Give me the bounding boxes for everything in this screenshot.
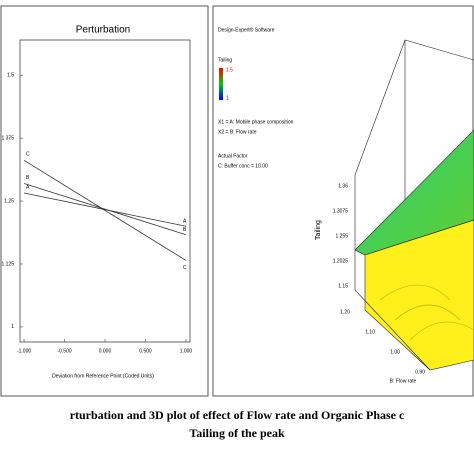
b-tick-label: 1.00 bbox=[390, 349, 400, 355]
x-tick-label: -0.500 bbox=[57, 348, 71, 354]
y-tick-label: 1.375 bbox=[1, 135, 14, 141]
b-tick-label: 1.20 bbox=[340, 309, 350, 315]
y-tick-label: 1 bbox=[11, 324, 14, 330]
y-tick-label: 1.125 bbox=[1, 261, 14, 267]
z-tick-label: 1.36 bbox=[338, 183, 348, 189]
series-label: C bbox=[26, 152, 30, 158]
software: Design-Expert® Software bbox=[218, 26, 275, 33]
z-tick-label: 1.15 bbox=[338, 283, 348, 289]
b-tick-label: 0.90 bbox=[415, 369, 425, 375]
series-line bbox=[23, 183, 187, 236]
factor-c: C: Buffer conc = 10.00 bbox=[218, 163, 268, 169]
series-label: B bbox=[26, 175, 30, 181]
x-tick-label: 1.000 bbox=[180, 348, 193, 354]
left-panel bbox=[0, 5, 209, 397]
y-tick-label: 1.25 bbox=[4, 198, 14, 204]
chart-title: Perturbation bbox=[76, 25, 130, 36]
legend-high: 1.5 bbox=[226, 67, 233, 73]
actual-factor: Actual Factor bbox=[218, 153, 248, 159]
z-tick-label: 1.3075 bbox=[333, 208, 349, 214]
y-tick-label: 1.5 bbox=[7, 73, 14, 79]
color-legend bbox=[219, 68, 223, 100]
series-line bbox=[23, 192, 187, 227]
x-tick-label: -1.000 bbox=[17, 348, 31, 354]
z-tick-label: 1.255 bbox=[335, 233, 348, 239]
x-tick-label: 0.000 bbox=[99, 348, 112, 354]
series-label: B bbox=[183, 227, 187, 233]
b-tick-label: 1.10 bbox=[365, 329, 375, 335]
z-label: Tailing bbox=[315, 220, 322, 240]
x1: X1 = A: Mobile phase composition bbox=[218, 119, 294, 125]
caption-line: rturbation and 3D plot of effect of Flow… bbox=[70, 408, 405, 422]
legend-low: 1 bbox=[226, 95, 229, 101]
b-label: B: Flow rate bbox=[390, 378, 417, 384]
series-line bbox=[23, 159, 187, 261]
series-label: A bbox=[26, 184, 30, 190]
series-label: A bbox=[183, 219, 187, 225]
series-label: C bbox=[183, 265, 187, 271]
response: Tailing bbox=[218, 57, 232, 63]
x2: X2 = B: Flow rate bbox=[218, 129, 257, 135]
z-tick-label: 1.2025 bbox=[333, 258, 349, 264]
x-tick-label: 0.500 bbox=[139, 348, 152, 354]
surface-3d bbox=[354, 39, 474, 371]
x-axis-label: Deviation from Reference Point (Coded Un… bbox=[52, 373, 154, 379]
caption-line: Tailing of the peak bbox=[189, 426, 285, 440]
